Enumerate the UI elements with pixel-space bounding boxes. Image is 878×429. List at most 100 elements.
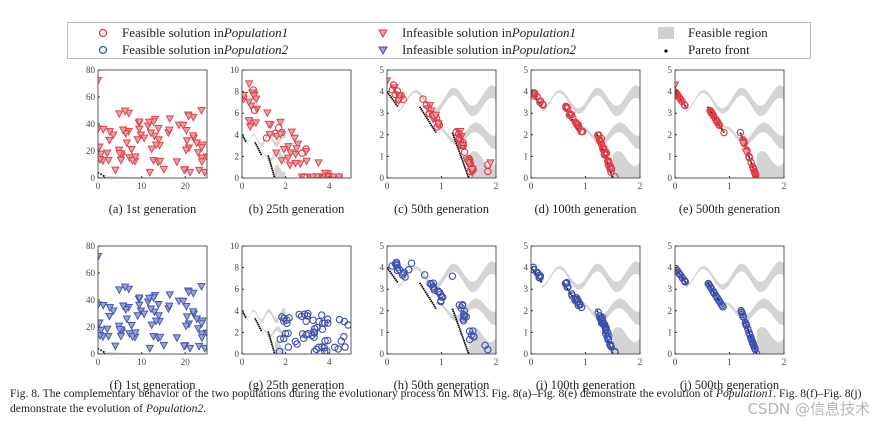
infeasible-point [111, 342, 120, 351]
infeasible-point [277, 157, 286, 165]
feasible-point [607, 164, 616, 173]
feasible-point [399, 269, 407, 278]
infeasible-point [116, 332, 126, 341]
feasible-region [436, 298, 496, 326]
x-tick-label: 1 [727, 357, 732, 367]
infeasible-point [133, 136, 142, 145]
infeasible-point [127, 146, 136, 154]
infeasible-point [105, 128, 115, 137]
x-tick-label: 1 [439, 181, 444, 191]
infeasible-point [154, 125, 163, 133]
feasible-point [611, 347, 619, 354]
infeasible-point [179, 166, 189, 175]
feasible-region [261, 150, 286, 164]
infeasible-point [105, 304, 115, 313]
infeasible-point [98, 319, 104, 328]
feasible-point [297, 312, 306, 320]
infeasible-point [145, 168, 155, 177]
feasible-point [300, 173, 308, 178]
feasible-point [536, 97, 545, 105]
infeasible-point [197, 106, 206, 115]
infeasible-point [188, 132, 198, 141]
infeasible-point [109, 307, 118, 316]
infeasible-point [172, 334, 182, 343]
infeasible-point [104, 156, 113, 165]
legend-feasible-p1: Feasible solution in Population1 [98, 25, 288, 41]
infeasible-point [127, 322, 136, 330]
infeasible-point [179, 342, 189, 351]
feasible-point [298, 149, 306, 157]
x-tick-label: 2 [283, 181, 288, 191]
infeasible-point [184, 288, 194, 297]
feasible-point [749, 164, 757, 172]
caption-pop2: Population2 [145, 402, 204, 415]
infeasible-point [151, 317, 161, 326]
infeasible-point [164, 126, 174, 135]
feasible-point [422, 101, 431, 109]
y-tick-label: 4 [524, 87, 529, 97]
legend-text: Infeasible solution in [402, 25, 512, 40]
pareto-front [451, 132, 470, 178]
infeasible-point [131, 153, 140, 162]
feasible-point [460, 148, 469, 156]
infeasible-point [178, 297, 188, 306]
y-tick-label: 0 [380, 349, 385, 359]
feasible-point [319, 319, 327, 328]
infeasible-point [109, 131, 118, 140]
feasible-point [391, 260, 400, 268]
x-tick-label: 0 [96, 357, 101, 367]
panel-f: 0 10 20 0 20 40 60 80 [86, 241, 208, 367]
feasible-region [436, 122, 496, 150]
x-tick-label: 2 [283, 357, 288, 367]
panel-caption: (j) 500th generation [679, 378, 780, 392]
panel-caption: (d) 100th generation [534, 202, 637, 216]
legend-pareto-front: Pareto front [658, 42, 750, 58]
feasible-point [275, 347, 284, 354]
feasible-point [597, 315, 605, 324]
infeasible-point [245, 123, 255, 132]
y-tick-label: 1 [524, 327, 529, 337]
infeasible-point [184, 112, 194, 121]
y-tick-label: 60 [86, 268, 96, 278]
x-tick-label: 2 [494, 181, 499, 191]
feasible-point [262, 134, 271, 142]
legend-pop: Population2 [223, 42, 289, 57]
y-tick-label: 5 [668, 241, 673, 251]
infeasible-point [139, 310, 149, 319]
feasible-point [459, 315, 468, 323]
infeasible-point [128, 157, 137, 165]
y-tick-label: 20 [86, 322, 96, 332]
feasible-region [274, 164, 286, 178]
feasible-point [710, 289, 719, 298]
infeasible-point [181, 146, 191, 155]
feasible-point [715, 120, 723, 129]
y-tick-label: 10 [230, 65, 240, 75]
pareto-front [242, 310, 248, 319]
feasible-point [454, 130, 463, 138]
feasible-point [535, 273, 543, 282]
infeasible-point [102, 325, 112, 334]
infeasible-point [104, 332, 113, 341]
infeasible-point [185, 344, 195, 353]
y-tick-label: 1 [668, 327, 673, 337]
infeasible-point [115, 286, 124, 295]
infeasible-point [314, 159, 323, 168]
feasible-point [276, 335, 284, 343]
feasible-region [246, 131, 286, 148]
infeasible-point [192, 139, 202, 148]
pareto-front [254, 317, 263, 332]
infeasible-point [155, 333, 165, 342]
panel-caption: (e) 500th generation [678, 202, 781, 216]
feasible-point [531, 263, 538, 272]
feasible-point [317, 311, 326, 319]
y-tick-label: 4 [235, 306, 240, 316]
feasible-point [736, 128, 745, 137]
y-tick-label: 5 [380, 241, 385, 251]
x-tick-label: 20 [181, 181, 191, 191]
feasible-point [572, 119, 581, 128]
infeasible-point [105, 136, 114, 145]
feasible-point [298, 330, 307, 338]
y-tick-label: 2 [668, 306, 673, 316]
y-tick-label: 3 [380, 284, 385, 294]
